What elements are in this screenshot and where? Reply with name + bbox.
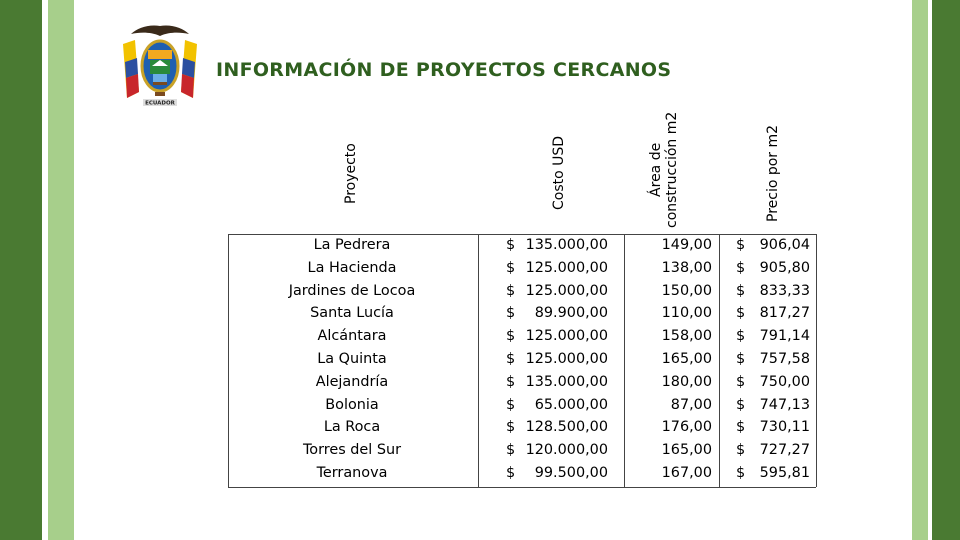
price-currency-symbol: $ bbox=[736, 237, 746, 253]
area-value: 149,00 bbox=[661, 237, 712, 253]
area-value: 165,00 bbox=[661, 350, 712, 367]
price-value: 757,58 bbox=[759, 350, 810, 367]
project-name: Jardines de Locoa bbox=[288, 282, 416, 299]
column-divider bbox=[228, 234, 229, 487]
cost-currency-symbol: $ bbox=[506, 237, 516, 253]
price-value: 747,13 bbox=[759, 396, 810, 413]
price-value: 727,27 bbox=[759, 442, 810, 459]
price-currency-symbol: $ bbox=[736, 259, 746, 276]
price-currency-symbol: $ bbox=[736, 442, 746, 459]
area-value: 180,00 bbox=[661, 373, 712, 390]
table-row: La Roca $128.500,00 176,00 $730,11 bbox=[228, 417, 816, 440]
table-top-border bbox=[228, 234, 816, 235]
project-name: Bolonia bbox=[325, 396, 379, 413]
left-dark-green-bar bbox=[0, 0, 42, 540]
left-light-green-bar bbox=[48, 0, 74, 540]
header-area-line2: construcción m2 bbox=[664, 111, 680, 228]
cost-value: 65.000,00 bbox=[534, 396, 608, 413]
project-name: Alcántara bbox=[317, 328, 387, 345]
svg-text:ECUADOR: ECUADOR bbox=[145, 101, 176, 107]
price-value: 750,00 bbox=[759, 373, 810, 390]
cost-value: 135.000,00 bbox=[525, 237, 608, 253]
price-currency-symbol: $ bbox=[736, 396, 746, 413]
cost-value: 125.000,00 bbox=[525, 282, 608, 299]
area-value: 165,00 bbox=[661, 442, 712, 459]
area-value: 87,00 bbox=[670, 396, 712, 413]
table-row: Jardines de Locoa $125.000,00 150,00 $833,3… bbox=[228, 281, 816, 304]
price-currency-symbol: $ bbox=[736, 328, 746, 345]
project-name: La Quinta bbox=[317, 350, 387, 367]
cost-value: 125.000,00 bbox=[525, 350, 608, 367]
project-name: Torres del Sur bbox=[302, 442, 402, 459]
header-price: Precio por m2 bbox=[765, 124, 781, 222]
cost-currency-symbol: $ bbox=[506, 350, 516, 367]
cost-currency-symbol: $ bbox=[506, 282, 516, 299]
table-row: Alejandría $135.000,00 180,00 $750,00 bbox=[228, 372, 816, 395]
table-row: Bolonia $65.000,00 87,00 $747,13 bbox=[228, 395, 816, 418]
price-value: 833,33 bbox=[759, 282, 810, 299]
column-divider bbox=[719, 234, 720, 487]
price-currency-symbol: $ bbox=[736, 305, 746, 322]
area-value: 110,00 bbox=[661, 305, 712, 322]
table-row: Alcántara $125.000,00 158,00 $791,14 bbox=[228, 326, 816, 349]
cost-currency-symbol: $ bbox=[506, 419, 516, 436]
project-name: Santa Lucía bbox=[310, 305, 394, 322]
price-currency-symbol: $ bbox=[736, 464, 746, 481]
cost-currency-symbol: $ bbox=[506, 396, 516, 413]
price-value: 906,04 bbox=[759, 237, 810, 253]
area-value: 167,00 bbox=[661, 464, 712, 481]
cost-value: 125.000,00 bbox=[525, 328, 608, 345]
project-name: La Pedrera bbox=[313, 237, 391, 253]
area-value: 158,00 bbox=[661, 328, 712, 345]
cost-value: 120.000,00 bbox=[525, 442, 608, 459]
ecuador-coat-of-arms-icon: ECUADOR bbox=[123, 25, 197, 107]
cost-value: 128.500,00 bbox=[525, 419, 608, 436]
price-value: 905,80 bbox=[759, 259, 810, 276]
price-currency-symbol: $ bbox=[736, 282, 746, 299]
cost-value: 135.000,00 bbox=[525, 373, 608, 390]
column-divider bbox=[624, 234, 625, 487]
table-row: Santa Lucía $89.900,00 110,00 $817,27 bbox=[228, 303, 816, 326]
column-divider bbox=[478, 234, 479, 487]
column-divider bbox=[816, 234, 817, 487]
project-name: Terranova bbox=[316, 464, 388, 481]
price-value: 817,27 bbox=[759, 305, 810, 322]
price-currency-symbol: $ bbox=[736, 350, 746, 367]
right-dark-green-bar bbox=[932, 0, 960, 540]
project-name: La Hacienda bbox=[307, 259, 397, 276]
header-area: Área de construcción m2 bbox=[648, 112, 680, 228]
cost-currency-symbol: $ bbox=[506, 328, 516, 345]
right-light-green-bar bbox=[912, 0, 928, 540]
cost-value: 125.000,00 bbox=[525, 259, 608, 276]
table-row: La Quinta $125.000,00 165,00 $757,58 bbox=[228, 349, 816, 372]
table-row: La Hacienda $125.000,00 138,00 $905,80 bbox=[228, 258, 816, 281]
project-name: Alejandría bbox=[315, 373, 389, 390]
price-value: 595,81 bbox=[759, 464, 810, 481]
cost-value: 89.900,00 bbox=[534, 305, 608, 322]
cost-value: 99.500,00 bbox=[534, 464, 608, 481]
price-currency-symbol: $ bbox=[736, 419, 746, 436]
cost-currency-symbol: $ bbox=[506, 305, 516, 322]
cost-currency-symbol: $ bbox=[506, 442, 516, 459]
cost-currency-symbol: $ bbox=[506, 464, 516, 481]
cost-currency-symbol: $ bbox=[506, 259, 516, 276]
header-area-line1: Área de bbox=[648, 142, 664, 197]
table-bottom-border bbox=[228, 487, 816, 488]
project-table-body: La Pedrera $135.000,00 149,00 $906,04 La Hac… bbox=[228, 235, 816, 486]
price-value: 791,14 bbox=[759, 328, 810, 345]
price-currency-symbol: $ bbox=[736, 373, 746, 390]
area-value: 176,00 bbox=[661, 419, 712, 436]
table-row: La Pedrera $135.000,00 149,00 $906,04 bbox=[228, 235, 816, 258]
header-cost: Costo USD bbox=[551, 135, 567, 210]
header-project: Proyecto bbox=[343, 143, 359, 204]
area-value: 150,00 bbox=[661, 282, 712, 299]
page-title: INFORMACIÓN DE PROYECTOS CERCANOS bbox=[216, 59, 672, 81]
project-name: La Roca bbox=[323, 419, 381, 436]
price-value: 730,11 bbox=[759, 419, 810, 436]
table-row: Torres del Sur $120.000,00 165,00 $727,27 bbox=[228, 440, 816, 463]
cost-currency-symbol: $ bbox=[506, 373, 516, 390]
area-value: 138,00 bbox=[661, 259, 712, 276]
table-row: Terranova $99.500,00 167,00 $595,81 bbox=[228, 463, 816, 486]
